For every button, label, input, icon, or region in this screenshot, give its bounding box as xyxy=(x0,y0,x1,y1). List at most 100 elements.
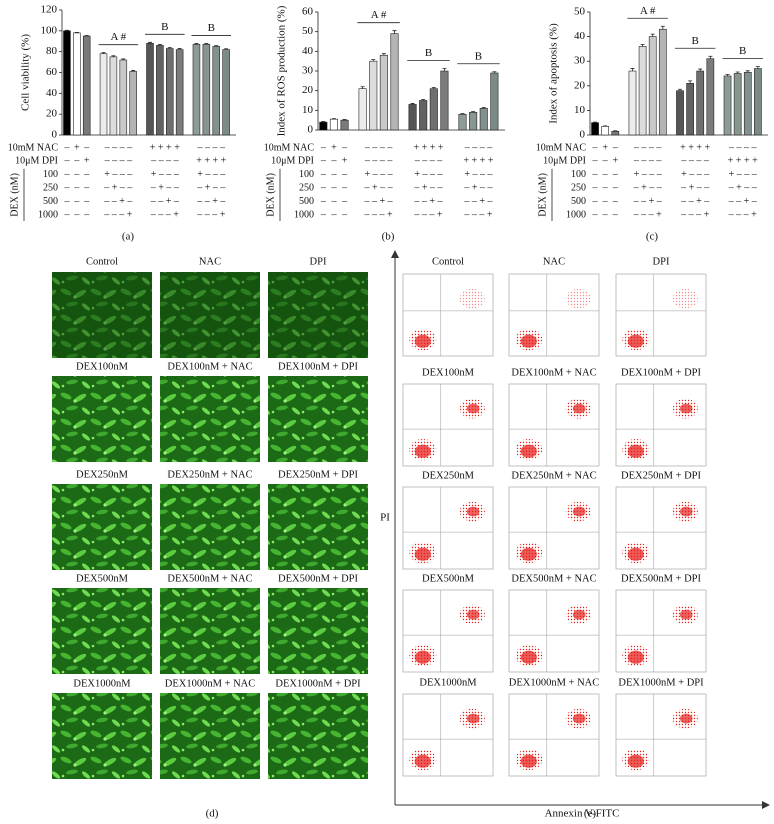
caption: DEX500nM + NAC xyxy=(511,573,596,584)
error-bar xyxy=(650,33,655,37)
condition-mark: – – – + xyxy=(196,209,226,220)
condition-mark: – + – – xyxy=(680,182,710,193)
condition-mark: – xyxy=(73,196,80,207)
condition-mark: – xyxy=(330,156,337,167)
caption: DEX1000nM xyxy=(73,678,131,689)
condition-mark: – xyxy=(320,196,327,207)
condition-mark: – xyxy=(83,209,90,220)
cell-cluster-core xyxy=(466,713,480,724)
cell-cluster xyxy=(672,288,698,309)
y-axis-label: Cell viability (%) xyxy=(20,34,32,111)
condition-mark: – – + – xyxy=(196,196,226,207)
bar xyxy=(686,83,694,136)
cell-cluster-core xyxy=(627,547,644,561)
micrograph xyxy=(52,376,152,462)
condition-mark: + – – – xyxy=(414,169,443,180)
caption: DEX250nM + NAC xyxy=(167,469,252,480)
condition-mark: – – – – xyxy=(197,142,227,153)
error-bar xyxy=(735,71,740,74)
cell-cluster-core xyxy=(627,650,644,664)
condition-mark: – – + – xyxy=(463,196,493,207)
annotation: B xyxy=(208,22,215,34)
bar xyxy=(648,36,657,136)
bar xyxy=(591,122,599,136)
bar xyxy=(706,58,715,136)
condition-mark: + + + + xyxy=(196,156,226,167)
caption: DEX250nM + DPI xyxy=(621,470,702,481)
bar xyxy=(733,73,742,136)
condition-label: 10μM DPI xyxy=(15,156,58,167)
y-tick-label: 10 xyxy=(574,104,586,116)
cell-cluster-core xyxy=(572,609,586,620)
condition-mark: + – – – xyxy=(464,169,493,180)
condition-mark: – – + – xyxy=(633,196,663,207)
micrograph xyxy=(268,588,368,674)
caption: DEX100nM xyxy=(76,361,129,372)
error-bar xyxy=(471,111,476,113)
micrograph xyxy=(52,484,152,570)
bar xyxy=(658,28,667,136)
error-bar xyxy=(442,68,447,71)
condition-mark: – xyxy=(83,196,90,207)
condition-mark: – xyxy=(592,156,599,167)
condition-mark: – xyxy=(320,169,327,180)
y-tick-label: 30 xyxy=(302,65,314,77)
cell-cluster-core xyxy=(679,506,693,517)
condition-mark: + + + + xyxy=(728,156,758,167)
y-tick-label: 30 xyxy=(574,55,586,67)
y-tick-label: 100 xyxy=(41,24,58,36)
caption: DPI xyxy=(310,256,327,267)
condition-mark: – xyxy=(592,209,599,220)
bar xyxy=(329,118,338,131)
y-tick-label: 40 xyxy=(46,87,58,99)
cell-cluster-core xyxy=(679,713,693,724)
condition-mark: – xyxy=(63,196,70,207)
condition-mark: – – – – xyxy=(104,142,134,153)
micrograph xyxy=(268,693,368,779)
bar xyxy=(696,70,705,136)
error-bar xyxy=(64,29,69,31)
caption: DEX250nM + DPI xyxy=(278,469,359,480)
condition-mark: – – – – xyxy=(364,156,394,167)
bar xyxy=(723,75,732,136)
micrograph xyxy=(268,272,368,358)
condition-group-label: DEX (nM) xyxy=(9,173,20,217)
condition-mark: – – – + xyxy=(633,209,663,220)
condition-mark: – – – + xyxy=(363,209,393,220)
error-bar xyxy=(147,41,152,44)
condition-mark: – xyxy=(63,142,70,153)
condition-label: 250 xyxy=(43,182,58,193)
bar xyxy=(99,53,108,136)
error-bar xyxy=(371,59,376,62)
error-bar xyxy=(755,66,760,69)
error-bar xyxy=(321,121,326,123)
condition-mark: – + – – xyxy=(463,182,493,193)
condition-mark: – – – – xyxy=(464,142,494,153)
condition-label: 1000 xyxy=(566,209,586,220)
condition-mark: – xyxy=(330,182,337,193)
condition-mark: – xyxy=(602,169,609,180)
cell-cluster-core xyxy=(414,650,431,664)
caption: DEX1000nM + DPI xyxy=(618,677,704,688)
caption: DEX1000nM + NAC xyxy=(165,678,256,689)
condition-label: 100 xyxy=(43,169,58,180)
cell-cluster-core xyxy=(414,547,431,561)
bar xyxy=(743,71,752,136)
caption: NAC xyxy=(543,256,565,267)
condition-label: 10mM NAC xyxy=(8,142,59,153)
condition-mark: – + – – xyxy=(150,182,180,193)
micrograph xyxy=(52,588,152,674)
condition-mark: – xyxy=(73,209,80,220)
bar xyxy=(202,44,211,136)
condition-mark: – xyxy=(330,196,337,207)
cell-cluster-core xyxy=(520,334,537,348)
condition-mark: – xyxy=(320,142,327,153)
error-bar xyxy=(630,68,635,72)
condition-mark: – + – – xyxy=(728,182,758,193)
y-tick-label: 20 xyxy=(46,108,58,120)
condition-label: 250 xyxy=(571,182,586,193)
axis-label: Annexin V-FITC xyxy=(545,808,620,820)
cell-cluster-core xyxy=(414,754,431,768)
error-bar xyxy=(725,74,730,76)
